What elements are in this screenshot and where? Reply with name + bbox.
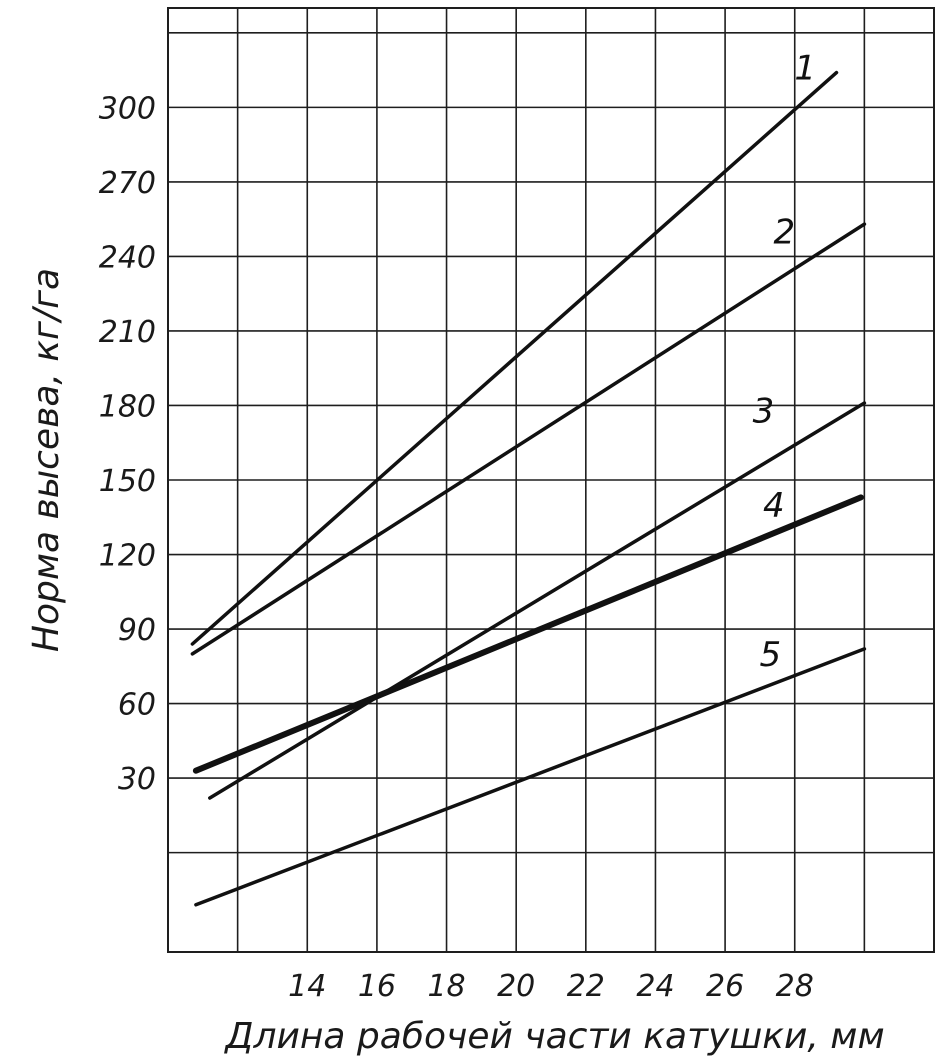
- x-axis-label: Длина рабочей части катушки, мм: [223, 1016, 884, 1057]
- x-tick-label: 28: [776, 969, 814, 1004]
- x-tick-label: 18: [427, 969, 465, 1004]
- grid: [167, 7, 935, 953]
- y-tick-label: 150: [99, 464, 156, 499]
- y-tick-label: 210: [99, 315, 156, 350]
- x-tick-label: 26: [706, 969, 744, 1004]
- x-tick-label: 14: [288, 969, 326, 1004]
- series-label-1: 1: [794, 49, 816, 89]
- y-tick-label: 240: [99, 240, 156, 275]
- series-label-5: 5: [760, 635, 782, 675]
- y-tick-label: 30: [118, 762, 156, 797]
- y-tick-label: 120: [99, 539, 156, 574]
- y-axis-label: Норма высева, кг/га: [26, 268, 67, 652]
- series-label-3: 3: [753, 391, 775, 431]
- x-tick-label: 24: [636, 969, 674, 1004]
- series-label-2: 2: [773, 213, 795, 253]
- x-tick-label: 16: [358, 969, 396, 1004]
- series-line-1: [190, 70, 839, 646]
- series-line-5: [194, 647, 867, 907]
- y-tick-label: 90: [118, 613, 156, 648]
- y-tick-label: 60: [118, 688, 156, 723]
- series-line-2: [190, 222, 867, 656]
- x-axis-ticks: 14 16 18 20 22 24 26 28: [288, 969, 814, 1004]
- x-tick-label: 22: [567, 969, 605, 1004]
- series-lines: 1 2 3 4 5: [190, 49, 867, 907]
- y-tick-label: 180: [99, 389, 156, 424]
- series-line-3: [208, 401, 867, 800]
- y-axis-ticks: 30 60 90 120 150 180 210 240 270 300: [99, 91, 156, 797]
- series-line-4: [192, 494, 864, 774]
- y-tick-label: 300: [99, 91, 156, 126]
- series-label-4: 4: [763, 486, 785, 526]
- y-tick-label: 270: [99, 166, 156, 201]
- x-tick-label: 20: [497, 969, 535, 1004]
